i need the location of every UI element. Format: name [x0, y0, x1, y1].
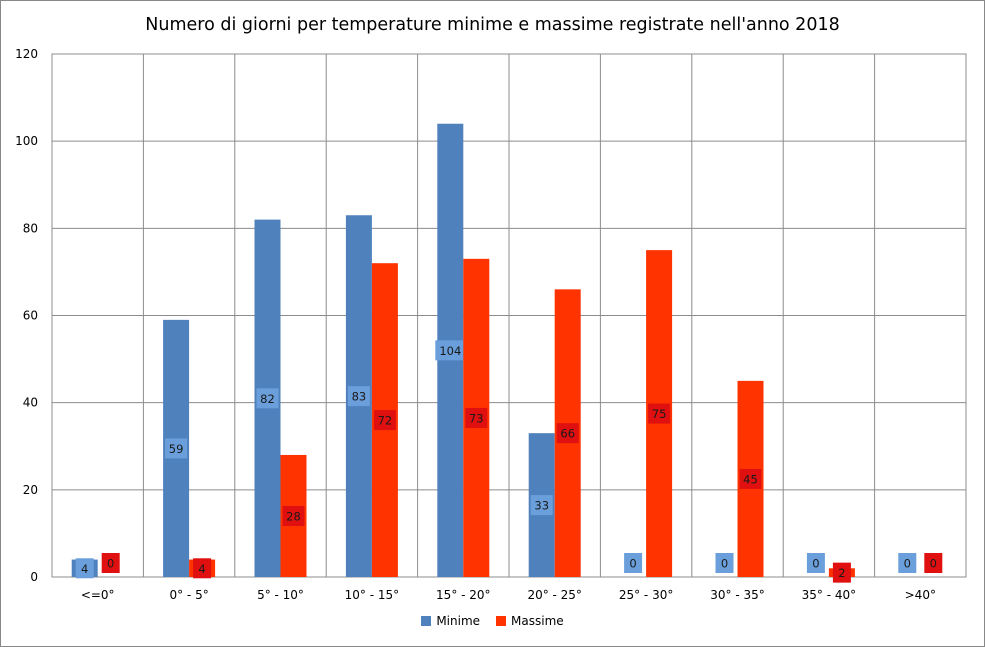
- data-label-bg: [739, 468, 762, 489]
- data-label-bg: [715, 553, 734, 573]
- data-label-bg: [373, 410, 396, 431]
- x-tick-label: <=0°: [81, 588, 115, 602]
- x-tick-label: 25° - 30°: [619, 588, 674, 602]
- data-label-bg: [256, 388, 279, 409]
- y-tick-label: 0: [30, 570, 38, 584]
- legend-swatch-massime: [496, 616, 507, 626]
- data-label-bg: [924, 553, 943, 573]
- legend-item-massime: Massime: [496, 614, 564, 628]
- data-label-bg: [101, 553, 120, 573]
- x-tick-label: >40°: [905, 588, 936, 602]
- data-label: 4: [81, 562, 88, 576]
- data-label: 33: [534, 499, 549, 513]
- data-label-bg: [75, 558, 94, 579]
- y-tick-label: 100: [15, 134, 38, 148]
- data-label: 59: [169, 442, 184, 456]
- legend-item-minime: Minime: [421, 614, 480, 628]
- y-tick-label: 40: [23, 396, 38, 410]
- data-label: 0: [721, 557, 728, 571]
- x-tick-label: 15° - 20°: [436, 588, 491, 602]
- data-label-bg: [556, 423, 579, 444]
- x-tick-label: 5° - 10°: [257, 588, 304, 602]
- data-label: 4: [198, 562, 205, 576]
- data-label-bg: [435, 340, 466, 361]
- y-tick-label: 80: [23, 221, 38, 235]
- data-label-bg: [832, 562, 851, 583]
- x-tick-label: 10° - 15°: [345, 588, 400, 602]
- data-label-bg: [193, 558, 212, 579]
- data-label-bg: [648, 403, 671, 424]
- chart-title: Numero di giorni per temperature minime …: [145, 15, 840, 35]
- chart-legend: Minime Massime: [0, 614, 985, 628]
- data-label-bg: [347, 386, 370, 407]
- x-tick-label: 0° - 5°: [169, 588, 208, 602]
- data-label: 82: [260, 392, 275, 406]
- data-label-bg: [165, 438, 188, 459]
- x-tick-label: 35° - 40°: [802, 588, 857, 602]
- data-label: 0: [930, 557, 937, 571]
- data-label: 0: [812, 557, 819, 571]
- data-label: 83: [352, 390, 367, 404]
- data-label-bg: [530, 495, 553, 516]
- data-label: 0: [904, 557, 911, 571]
- data-label-bg: [465, 407, 488, 428]
- data-label: 2: [838, 566, 845, 580]
- data-label: 75: [652, 407, 667, 421]
- data-label: 0: [629, 557, 636, 571]
- x-tick-label: 30° - 35°: [710, 588, 765, 602]
- legend-swatch-minime: [421, 616, 432, 626]
- y-tick-label: 60: [23, 309, 38, 323]
- legend-label-minime: Minime: [436, 614, 481, 628]
- data-label: 45: [743, 472, 758, 486]
- data-label-bg: [806, 553, 825, 573]
- y-tick-label: 20: [23, 483, 38, 497]
- data-label-bg: [624, 553, 643, 573]
- data-label-bg: [282, 505, 305, 526]
- data-label: 104: [439, 344, 461, 358]
- data-label: 0: [107, 557, 114, 571]
- y-tick-label: 120: [15, 47, 38, 61]
- data-label: 73: [469, 411, 484, 425]
- x-tick-label: 20° - 25°: [527, 588, 582, 602]
- legend-label-massime: Massime: [511, 614, 564, 628]
- data-label: 28: [286, 509, 301, 523]
- data-label: 72: [378, 414, 393, 428]
- data-label-bg: [898, 553, 917, 573]
- data-label: 66: [560, 427, 575, 441]
